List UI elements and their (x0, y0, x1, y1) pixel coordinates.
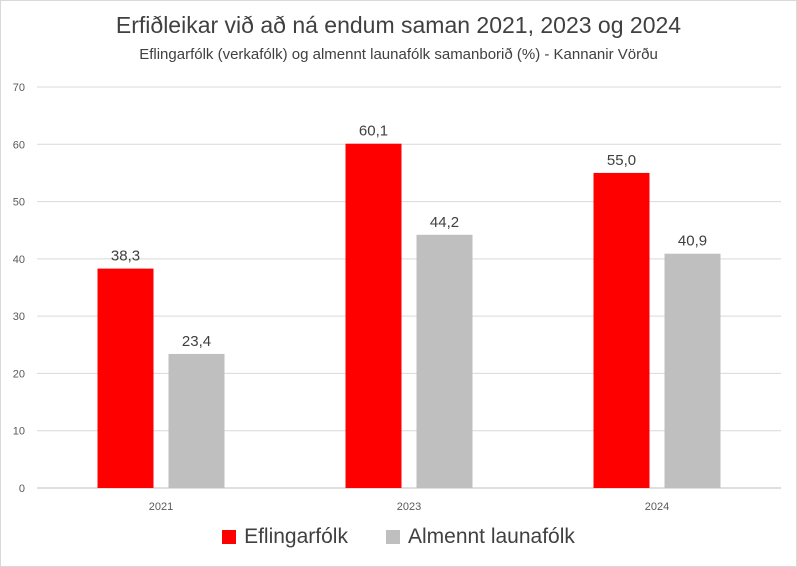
x-tick-label: 2021 (149, 501, 173, 513)
chart-title: Erfiðleikar við að ná endum saman 2021, … (115, 12, 682, 38)
y-tick-label: 70 (13, 82, 25, 94)
y-tick-label: 10 (13, 426, 25, 438)
data-label: 38,3 (111, 248, 140, 265)
legend-swatch-eflingarfolk (222, 530, 237, 544)
y-tick-label: 40 (13, 254, 25, 266)
y-axis-ticks: 0 10 20 30 40 50 60 70 (13, 82, 25, 495)
legend: Eflingarfólk Almennt launafólk (1, 525, 796, 549)
data-label: 60,1 (359, 123, 388, 140)
x-tick-label: 2023 (397, 501, 421, 513)
y-tick-label: 20 (13, 368, 25, 380)
legend-item-eflingarfolk: Eflingarfólk (222, 525, 348, 549)
data-label: 40,9 (678, 233, 707, 250)
legend-label-almennt-launafolk: Almennt launafólk (407, 525, 575, 548)
data-labels: 38,3 23,4 60,1 44,2 55,0 40,9 (111, 123, 707, 350)
y-tick-label: 60 (13, 139, 25, 151)
legend-label-eflingarfolk: Eflingarfólk (244, 525, 348, 548)
chart-subtitle: Eflingarfólk (verkafólk) og almennt laun… (139, 46, 658, 63)
bar-eflingarfólk-2024 (593, 172, 650, 488)
y-tick-label: 0 (19, 483, 25, 495)
x-tick-label: 2024 (645, 501, 669, 513)
bar-eflingarfólk-2023 (345, 143, 402, 488)
bar-almennt-launafólk-2021 (168, 353, 225, 488)
x-axis-ticks: 2021 2023 2024 (149, 501, 669, 513)
data-label: 55,0 (607, 152, 636, 169)
gridlines (37, 86, 781, 489)
data-label: 44,2 (430, 214, 459, 231)
y-tick-label: 30 (13, 311, 25, 323)
bar-almennt-launafólk-2023 (416, 234, 473, 488)
legend-item-almennt-launafolk: Almennt launafólk (385, 525, 575, 549)
data-label: 23,4 (182, 333, 211, 350)
bars (97, 143, 721, 488)
bar-almennt-launafólk-2024 (664, 253, 721, 488)
y-tick-label: 50 (13, 197, 25, 209)
legend-swatch-almennt-launafolk (385, 530, 400, 544)
bar-eflingarfólk-2021 (97, 268, 154, 488)
